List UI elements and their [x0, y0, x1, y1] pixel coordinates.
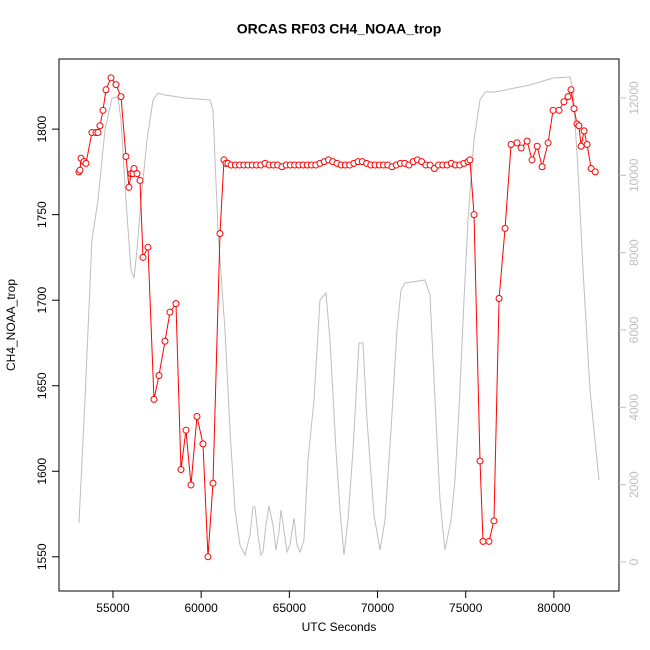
- series-line: [78, 76, 596, 557]
- data-point: [544, 139, 552, 147]
- data-point: [564, 93, 572, 101]
- data-point: [476, 457, 484, 465]
- y-tick-label: 1600: [35, 458, 49, 485]
- y2-tick-label: 0: [627, 558, 641, 565]
- data-point: [549, 106, 557, 114]
- data-point: [155, 371, 163, 379]
- data-point: [166, 308, 174, 316]
- data-point: [99, 106, 107, 114]
- data-point: [466, 156, 474, 164]
- data-point: [583, 141, 591, 149]
- y2-tick-label: 8000: [627, 239, 641, 266]
- data-point: [182, 426, 190, 434]
- y-tick-label: 1650: [35, 372, 49, 399]
- data-point: [495, 294, 503, 302]
- data-point: [523, 137, 531, 145]
- data-point: [96, 122, 104, 130]
- data-point: [479, 537, 487, 545]
- data-point: [177, 466, 185, 474]
- data-point: [122, 153, 130, 161]
- y2-tick-label: 2000: [627, 471, 641, 498]
- y-tick-label: 1750: [35, 201, 49, 228]
- data-point: [485, 537, 493, 545]
- data-point: [82, 159, 90, 167]
- data-point: [136, 176, 144, 184]
- data-point: [490, 517, 498, 525]
- data-point: [133, 170, 141, 178]
- data-point: [94, 129, 102, 137]
- x-tick-label: 70000: [361, 601, 395, 615]
- y2-tick-label: 12000: [627, 81, 641, 115]
- data-point: [209, 479, 217, 487]
- x-axis-label: UTC Seconds: [302, 620, 377, 634]
- data-point: [575, 122, 583, 130]
- data-point: [76, 166, 84, 174]
- x-tick-label: 55000: [96, 601, 130, 615]
- data-point: [507, 141, 515, 149]
- data-point: [570, 105, 578, 113]
- y-axis-label: CH4_NOAA_trop: [4, 279, 18, 371]
- data-point: [150, 395, 158, 403]
- series-line: [78, 76, 600, 557]
- data-point: [144, 243, 152, 251]
- data-point: [216, 229, 224, 237]
- data-point: [517, 144, 525, 152]
- data-point: [580, 127, 588, 135]
- data-point: [577, 142, 585, 150]
- data-point: [513, 139, 521, 147]
- x-tick-label: 60000: [184, 601, 218, 615]
- y-tick-label: 1800: [35, 115, 49, 142]
- data-point: [102, 86, 110, 94]
- y2-tick-label: 6000: [627, 316, 641, 343]
- y2-tick-label: 10000: [627, 158, 641, 192]
- data-point: [130, 164, 138, 172]
- y-tick-label: 1700: [35, 287, 49, 314]
- data-point: [567, 86, 575, 94]
- data-point: [117, 93, 125, 101]
- data-point: [187, 481, 195, 489]
- x-tick-label: 65000: [273, 601, 307, 615]
- y-tick-label: 1550: [35, 543, 49, 570]
- data-point: [107, 74, 115, 82]
- data-point: [172, 300, 180, 308]
- data-point: [560, 98, 568, 106]
- x-tick-label: 80000: [537, 601, 571, 615]
- data-point: [204, 553, 212, 561]
- y2-tick-label: 4000: [627, 394, 641, 421]
- data-point: [591, 168, 599, 176]
- chart-title: ORCAS RF03 CH4_NOAA_trop: [237, 21, 442, 37]
- data-point: [528, 156, 536, 164]
- data-point: [538, 163, 546, 171]
- data-point: [555, 106, 563, 114]
- data-point: [533, 142, 541, 150]
- data-point: [470, 211, 478, 219]
- data-point: [112, 81, 120, 89]
- data-point: [161, 337, 169, 345]
- plot-box: [58, 58, 620, 592]
- x-tick-label: 75000: [449, 601, 483, 615]
- data-point: [193, 413, 201, 421]
- data-point: [139, 253, 147, 261]
- data-point: [501, 224, 509, 232]
- data-point: [199, 440, 207, 448]
- data-point: [125, 183, 133, 191]
